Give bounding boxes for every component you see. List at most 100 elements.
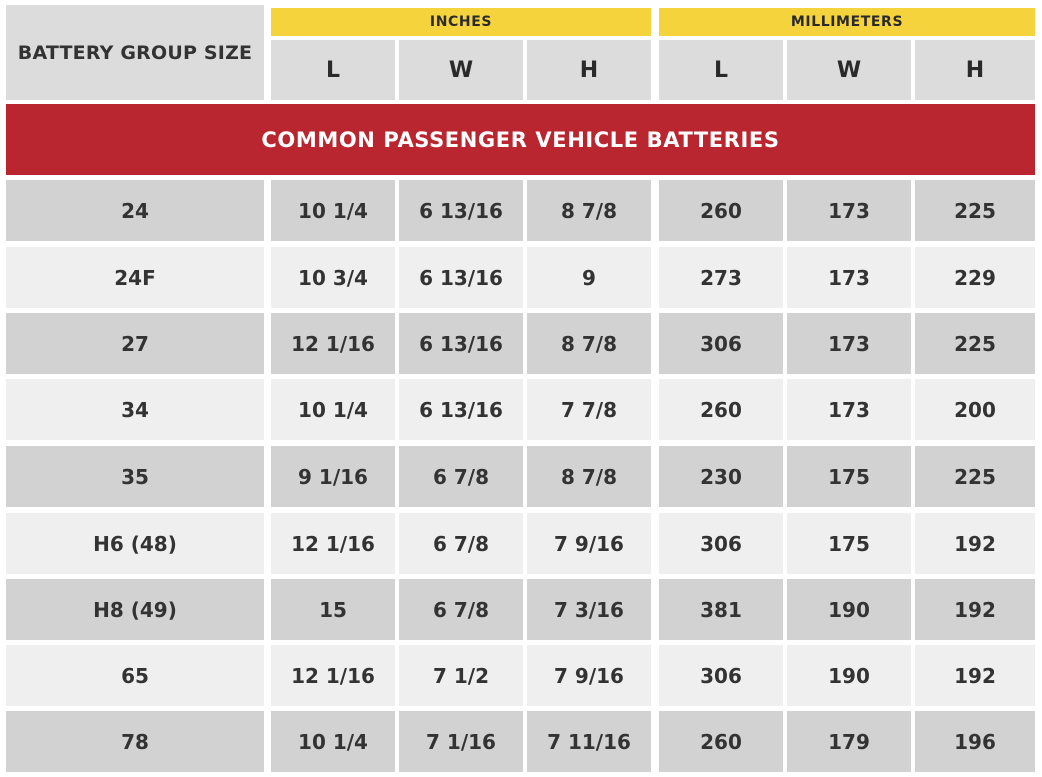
mm-w-cell: 175 — [787, 513, 911, 574]
inches-h-cell-value: 8 7/8 — [560, 331, 617, 356]
group-size-cell: 35 — [6, 446, 264, 507]
inches-w-cell: 7 1/2 — [399, 645, 523, 706]
mm-w-cell: 175 — [787, 446, 911, 507]
dim-l-label: L — [325, 57, 341, 83]
inches-h-cell-value: 7 3/16 — [554, 597, 624, 622]
inches-l-cell: 12 1/16 — [271, 513, 395, 574]
mm-h-header: H — [915, 40, 1035, 100]
inches-l-cell-value: 10 1/4 — [298, 397, 368, 422]
inches-h-cell-value: 8 7/8 — [560, 464, 617, 489]
group-size-cell-value: 27 — [121, 331, 149, 356]
mm-l-cell: 306 — [659, 513, 783, 574]
inches-l-cell: 10 1/4 — [271, 379, 395, 440]
battery-group-size-label: BATTERY GROUP SIZE — [17, 41, 253, 64]
inches-l-cell: 9 1/16 — [271, 446, 395, 507]
group-size-cell-value: 65 — [121, 663, 149, 688]
mm-w-cell: 190 — [787, 645, 911, 706]
inches-l-cell-value: 10 1/4 — [298, 198, 368, 223]
mm-w-cell: 190 — [787, 579, 911, 640]
inches-l-cell: 10 3/4 — [271, 247, 395, 308]
dim-w-label: W — [448, 57, 474, 83]
mm-h-cell: 192 — [915, 645, 1035, 706]
inches-l-cell: 12 1/16 — [271, 313, 395, 374]
millimeters-header: MILLIMETERS — [659, 8, 1035, 36]
dim-h-label: H — [579, 57, 599, 83]
mm-h-cell: 225 — [915, 446, 1035, 507]
group-size-cell: H6 (48) — [6, 513, 264, 574]
mm-h-cell: 225 — [915, 180, 1035, 241]
mm-h-cell: 200 — [915, 379, 1035, 440]
inches-w-cell: 6 13/16 — [399, 379, 523, 440]
mm-h-cell: 225 — [915, 313, 1035, 374]
mm-w-cell-value: 173 — [828, 265, 870, 290]
mm-w-cell: 179 — [787, 711, 911, 772]
inches-h-cell: 8 7/8 — [527, 446, 651, 507]
group-size-cell-value: H8 (49) — [93, 597, 177, 622]
inches-w-cell: 6 7/8 — [399, 513, 523, 574]
inches-h-cell: 7 9/16 — [527, 513, 651, 574]
mm-h-cell: 192 — [915, 579, 1035, 640]
mm-l-cell-value: 306 — [700, 663, 742, 688]
inches-w-cell-value: 7 1/2 — [432, 663, 489, 688]
group-size-cell: 24 — [6, 180, 264, 241]
mm-l-cell-value: 306 — [700, 531, 742, 556]
mm-h-cell-value: 225 — [954, 198, 996, 223]
inches-h-cell-value: 7 9/16 — [554, 531, 624, 556]
inches-label: INCHES — [429, 14, 493, 30]
inches-l-header: L — [271, 40, 395, 100]
inches-w-cell-value: 6 13/16 — [419, 397, 503, 422]
group-size-cell: 27 — [6, 313, 264, 374]
mm-l-cell-value: 230 — [700, 464, 742, 489]
inches-h-cell-value: 7 11/16 — [547, 729, 631, 754]
millimeters-label: MILLIMETERS — [790, 14, 904, 30]
inches-w-cell-value: 6 7/8 — [432, 531, 489, 556]
group-size-cell-value: 24 — [121, 198, 149, 223]
mm-l-cell: 260 — [659, 711, 783, 772]
inches-h-cell: 8 7/8 — [527, 180, 651, 241]
inches-l-cell-value: 12 1/16 — [291, 663, 375, 688]
mm-l-cell: 306 — [659, 313, 783, 374]
inches-w-cell-value: 7 1/16 — [426, 729, 496, 754]
mm-l-cell-value: 381 — [700, 597, 742, 622]
inches-h-cell: 7 9/16 — [527, 645, 651, 706]
mm-h-cell-value: 192 — [954, 663, 996, 688]
dim-l-label: L — [713, 57, 729, 83]
inches-l-cell-value: 9 1/16 — [298, 464, 368, 489]
group-size-cell: 34 — [6, 379, 264, 440]
mm-h-cell: 196 — [915, 711, 1035, 772]
inches-h-cell-value: 8 7/8 — [560, 198, 617, 223]
inches-w-cell: 6 13/16 — [399, 180, 523, 241]
inches-w-cell-value: 6 7/8 — [432, 464, 489, 489]
mm-h-cell-value: 196 — [954, 729, 996, 754]
mm-w-cell-value: 175 — [828, 531, 870, 556]
mm-w-cell-value: 179 — [828, 729, 870, 754]
group-size-cell: H8 (49) — [6, 579, 264, 640]
group-size-cell-value: 35 — [121, 464, 149, 489]
inches-h-cell: 8 7/8 — [527, 313, 651, 374]
inches-l-cell: 15 — [271, 579, 395, 640]
inches-w-cell-value: 6 7/8 — [432, 597, 489, 622]
mm-w-cell: 173 — [787, 180, 911, 241]
mm-h-cell-value: 225 — [954, 464, 996, 489]
mm-l-cell: 306 — [659, 645, 783, 706]
inches-l-cell-value: 10 3/4 — [298, 265, 368, 290]
mm-w-cell-value: 175 — [828, 464, 870, 489]
mm-w-cell-value: 190 — [828, 597, 870, 622]
mm-w-cell-value: 173 — [828, 397, 870, 422]
mm-w-cell-value: 173 — [828, 198, 870, 223]
mm-h-cell: 229 — [915, 247, 1035, 308]
mm-l-cell: 260 — [659, 180, 783, 241]
group-size-cell: 78 — [6, 711, 264, 772]
inches-w-header: W — [399, 40, 523, 100]
mm-l-cell-value: 273 — [700, 265, 742, 290]
group-size-cell: 24F — [6, 247, 264, 308]
mm-l-cell-value: 260 — [700, 198, 742, 223]
group-size-cell-value: 34 — [121, 397, 149, 422]
group-size-cell: 65 — [6, 645, 264, 706]
mm-w-header: W — [787, 40, 911, 100]
mm-l-cell: 381 — [659, 579, 783, 640]
inches-l-cell: 10 1/4 — [271, 711, 395, 772]
inches-h-cell-value: 7 9/16 — [554, 663, 624, 688]
dim-h-label: H — [965, 57, 985, 83]
section-banner-text: COMMON PASSENGER VEHICLE BATTERIES — [261, 127, 780, 152]
